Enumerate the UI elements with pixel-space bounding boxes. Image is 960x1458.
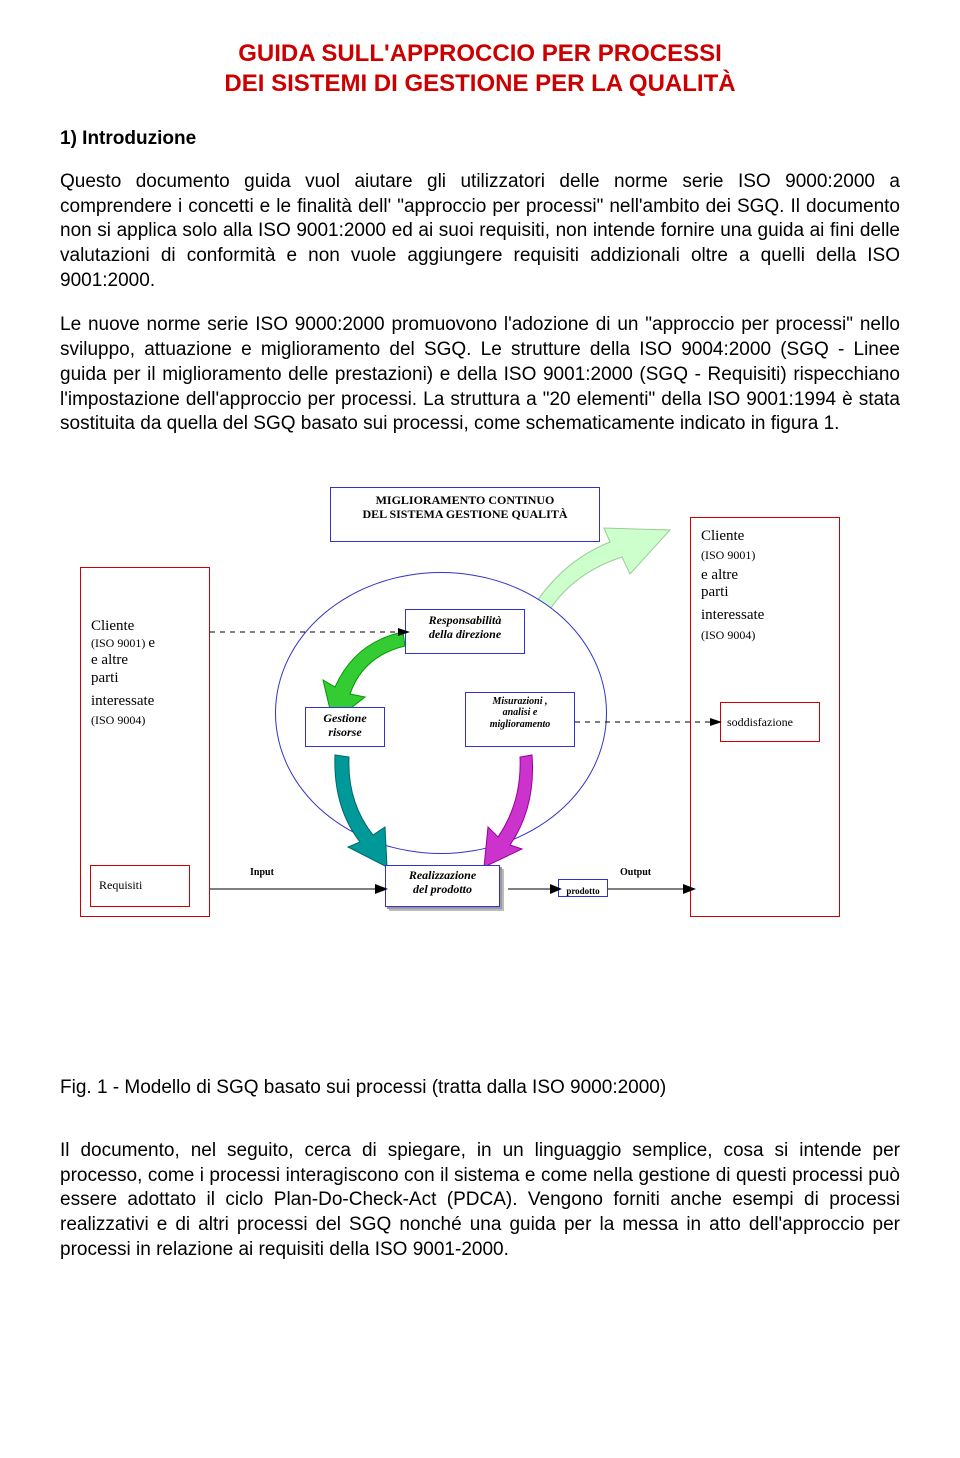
node-real-l1: Realizzazione <box>389 869 496 883</box>
node-res-l2: risorse <box>310 726 380 740</box>
left-l5: interessate <box>91 693 199 710</box>
node-measurement: Misurazioni , analisi e miglioramento <box>465 692 575 747</box>
left-l2a: (ISO 9001) <box>91 636 145 650</box>
paragraph-2: Le nuove norme serie ISO 9000:2000 promu… <box>60 313 900 436</box>
prodotto-label: prodotto <box>566 886 599 896</box>
right-l6: (ISO 9004) <box>701 629 829 643</box>
real-to-prod-arrow-icon <box>508 882 563 896</box>
figure-caption: Fig. 1 - Modello di SGQ basato sui proce… <box>60 1077 900 1099</box>
right-l2: (ISO 9001) <box>701 549 829 563</box>
output-arrow-icon <box>608 882 698 896</box>
node-responsibility: Responsabilità della direzione <box>405 609 525 654</box>
right-l5: interessate <box>701 607 829 624</box>
node-meas-l2: analisi e <box>469 707 571 719</box>
node-real-l2: del prodotto <box>389 883 496 897</box>
node-resp-l2: della direzione <box>412 628 518 642</box>
right-l1: Cliente <box>701 528 829 545</box>
node-res-l1: Gestione <box>310 712 380 726</box>
left-l6: (ISO 9004) <box>91 714 199 728</box>
section-heading: 1) Introduzione <box>60 128 900 150</box>
prodotto-box: prodotto <box>558 879 608 897</box>
node-meas-l3: miglioramento <box>469 719 571 731</box>
node-resources: Gestione risorse <box>305 707 385 747</box>
improvement-line1: MIGLIORAMENTO CONTINUO <box>339 494 591 508</box>
left-requisiti-label: Requisiti <box>99 878 142 892</box>
page-title-line1: GUIDA SULL'APPROCCIO PER PROCESSI <box>60 40 900 68</box>
right-soddisfazione-box: soddisfazione <box>720 702 820 742</box>
input-arrow-icon <box>210 882 390 896</box>
node-realization: Realizzazione del prodotto <box>385 865 500 907</box>
paragraph-1: Questo documento guida vuol aiutare gli … <box>60 170 900 293</box>
node-resp-l1: Responsabilità <box>412 614 518 628</box>
left-l1: Cliente <box>91 618 199 635</box>
left-requisiti-box: Requisiti <box>90 865 190 907</box>
left-l2b: e <box>148 635 155 651</box>
left-l2: (ISO 9001) e <box>91 635 199 652</box>
right-soddisfazione-label: soddisfazione <box>727 715 793 729</box>
process-diagram: MIGLIORAMENTO CONTINUO DEL SISTEMA GESTI… <box>60 487 900 1007</box>
improvement-box: MIGLIORAMENTO CONTINUO DEL SISTEMA GESTI… <box>330 487 600 542</box>
right-l3: e altre <box>701 567 829 584</box>
left-l4: parti <box>91 670 199 687</box>
paragraph-3: Il documento, nel seguito, cerca di spie… <box>60 1139 900 1262</box>
input-label: Input <box>250 867 274 879</box>
right-l4: parti <box>701 584 829 601</box>
left-l3: e altre <box>91 652 199 669</box>
output-label: Output <box>620 867 651 879</box>
page-title-line2: DEI SISTEMI DI GESTIONE PER LA QUALITÀ <box>60 70 900 98</box>
node-meas-l1: Misurazioni , <box>469 696 571 708</box>
improvement-line2: DEL SISTEMA GESTIONE QUALITÀ <box>339 508 591 522</box>
